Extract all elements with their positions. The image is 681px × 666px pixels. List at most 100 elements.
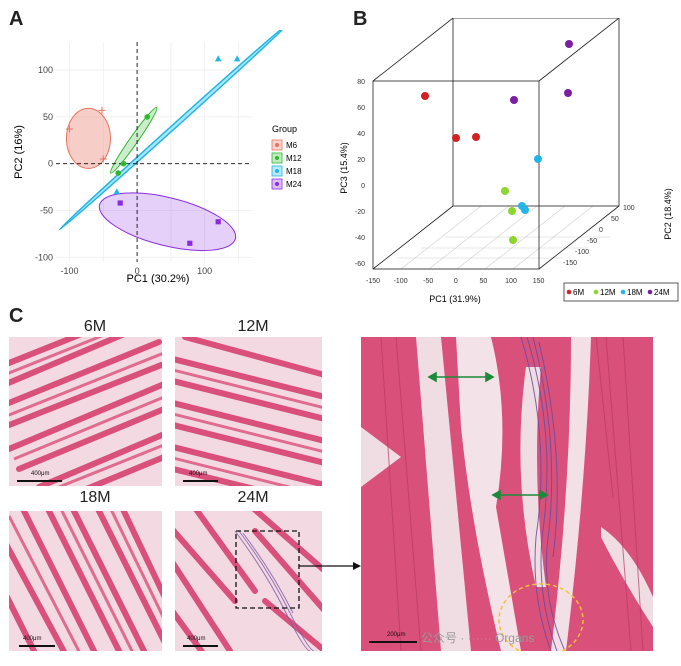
legend-entry: M12 <box>286 154 302 163</box>
point-m18 <box>214 55 222 62</box>
point-m12 <box>144 114 151 120</box>
legend: 6M 12M 18M 24M <box>563 282 679 302</box>
y-tick-label: 100 <box>38 65 53 75</box>
point-m6 <box>98 106 106 114</box>
point-6m <box>472 133 480 141</box>
watermark: 公众号 · ······ Organs <box>421 631 535 645</box>
group-ellipses <box>58 30 291 252</box>
label-6m: 6M <box>83 318 107 335</box>
x-tick-label: -100 <box>394 278 408 285</box>
point-6m <box>452 134 460 142</box>
point-m24 <box>215 219 221 225</box>
point-m24 <box>117 200 123 206</box>
lesion-circle <box>498 583 584 651</box>
legend-entry: M24 <box>286 180 302 189</box>
point-m12 <box>115 170 121 176</box>
scale-label: 400μm <box>31 471 50 477</box>
point-m18 <box>233 55 241 62</box>
point-m6 <box>66 125 74 133</box>
x-axis-label: PC1 (31.9%) <box>429 294 481 304</box>
panel-label-b: B <box>353 8 368 30</box>
label-12m: 12M <box>237 318 269 335</box>
point-m24 <box>187 240 193 246</box>
point-24m <box>510 96 518 104</box>
micrograph-24m-zoom: 200μm 公众号 · ······ Organs <box>361 337 653 651</box>
depth-tick-label: -150 <box>563 260 577 267</box>
depth-tick-label: -100 <box>575 249 589 256</box>
plot-area <box>56 42 252 262</box>
legend-marker <box>620 289 626 295</box>
x-tick-label: 50 <box>480 278 488 285</box>
legend-marker <box>566 289 572 295</box>
point-m12 <box>120 160 127 167</box>
point-24m <box>565 40 573 48</box>
ellipse-m18 <box>58 30 291 231</box>
z-tick-label: -40 <box>355 235 365 242</box>
scale-label: 200μm <box>387 632 406 638</box>
y-tick-label: 50 <box>43 112 53 122</box>
z-tick-label: 80 <box>357 79 365 86</box>
zoom-arrow <box>299 562 361 570</box>
point-m18 <box>113 188 121 195</box>
point-m6 <box>99 155 107 163</box>
depth-tick-label: 0 <box>599 227 603 234</box>
legend-entry: M6 <box>286 141 298 150</box>
tick-labels: -100 0 100 100 50 0 -50 -100 <box>35 65 212 276</box>
z-tick-label: -60 <box>355 261 365 268</box>
legend-marker <box>647 289 653 295</box>
x-tick-label: 0 <box>454 278 458 285</box>
legend-entry: M18 <box>286 167 302 176</box>
pca-2d-chart: -100 0 100 100 50 0 -50 -100 PC1 (30.2%) PC2 (1… <box>13 30 302 285</box>
panel-label-c: C <box>9 305 24 327</box>
y-axis-label: PC3 (15.4%) <box>339 142 349 194</box>
points <box>66 55 241 246</box>
point-6m <box>421 92 429 100</box>
z-tick-label: 40 <box>357 131 365 138</box>
legend-marker <box>275 169 279 173</box>
legend-title: Group <box>272 124 297 134</box>
legend-entry: 24M <box>654 288 670 297</box>
x-axis-label: PC1 (30.2%) <box>127 273 190 285</box>
ellipse-m6 <box>65 107 111 169</box>
depth-tick-label: 100 <box>623 205 635 212</box>
point-12m <box>508 207 516 215</box>
micrograph-12m: 400μm <box>175 337 322 486</box>
point-12m <box>501 187 509 195</box>
x-tick-label: 100 <box>505 278 517 285</box>
label-24m: 24M <box>237 489 269 506</box>
points <box>421 40 573 244</box>
z-axis-label: PC2 (18.4%) <box>663 188 673 240</box>
panel-label-a: A <box>9 8 24 30</box>
scale-label: 400μm <box>189 471 208 477</box>
legend-entry: 12M <box>600 288 616 297</box>
x-tick-label: -150 <box>366 278 380 285</box>
legend-marker <box>275 156 279 160</box>
point-12m <box>509 236 517 244</box>
point-18m <box>521 206 529 214</box>
ellipse-m24 <box>98 192 237 252</box>
x-tick-label: 100 <box>197 266 212 276</box>
legend-marker <box>275 182 279 186</box>
micrograph-18m: 400μm <box>9 511 162 651</box>
y-tick-label: 0 <box>48 159 53 169</box>
point-18m <box>534 155 542 163</box>
scale-label: 400μm <box>23 636 42 642</box>
y-tick-label: -50 <box>40 206 53 216</box>
micrograph-6m: 400μm <box>9 337 162 486</box>
zoom-box <box>235 530 300 609</box>
z-tick-label: 0 <box>361 183 365 190</box>
x-tick-label: 150 <box>533 278 545 285</box>
depth-tick-label: -50 <box>587 238 597 245</box>
legend-marker <box>593 289 599 295</box>
micrograph-24m: 400μm <box>175 511 322 651</box>
x-tick-label: -50 <box>423 278 433 285</box>
x-tick-label: 0 <box>135 266 140 276</box>
depth-tick-label: 50 <box>611 216 619 223</box>
z-tick-label: -20 <box>355 209 365 216</box>
x-tick-label: -100 <box>61 266 79 276</box>
legend-entry: 6M <box>573 288 584 297</box>
z-tick-label: 60 <box>357 105 365 112</box>
green-arrows <box>427 371 549 501</box>
scale-label: 400μm <box>187 636 206 642</box>
